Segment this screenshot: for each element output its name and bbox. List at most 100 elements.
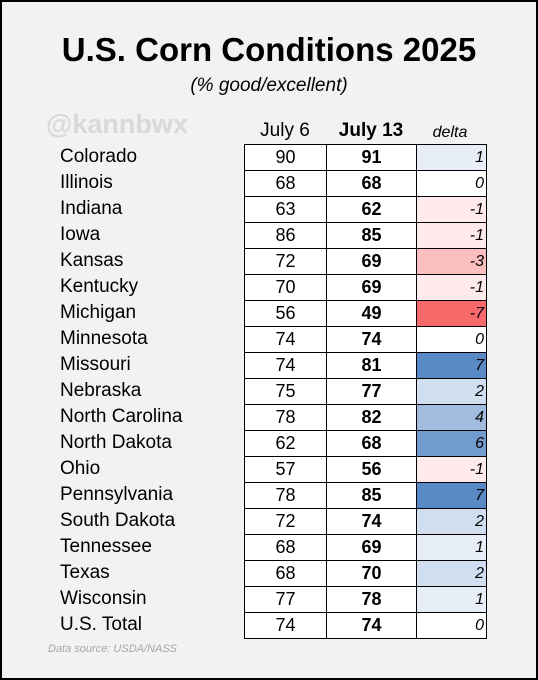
state-label: Kansas <box>60 250 124 271</box>
delta-value-cell: -3 <box>416 248 487 275</box>
chart-title: U.S. Corn Conditions 2025 <box>61 31 477 68</box>
july6-value-cell: 63 <box>244 196 327 223</box>
delta-value-cell: -1 <box>416 196 487 223</box>
table-row: 74 81 7 <box>244 352 487 379</box>
state-label: Texas <box>60 562 110 583</box>
july13-value-cell: 62 <box>326 196 417 223</box>
delta-value-cell: 2 <box>416 508 487 535</box>
july13-value-cell: 91 <box>326 144 417 171</box>
july13-value-cell: 81 <box>326 352 417 379</box>
table-row: 74 74 0 <box>244 612 487 639</box>
july6-value-cell: 90 <box>244 144 327 171</box>
july6-value-cell: 74 <box>244 326 327 353</box>
table-row: 62 68 6 <box>244 430 487 457</box>
july6-value-cell: 72 <box>244 508 327 535</box>
state-label: Nebraska <box>60 380 142 401</box>
delta-value-cell: 0 <box>416 612 487 639</box>
conditions-table: 90 91 1 68 68 0 63 62 -1 86 85 -1 72 69 -3 70 69 -1 56 49 -7… <box>244 144 487 639</box>
state-label: North Carolina <box>60 406 183 427</box>
july13-value-cell: 69 <box>326 534 417 561</box>
table-row: 78 82 4 <box>244 404 487 431</box>
state-label: U.S. Total <box>60 614 143 635</box>
table-row: 75 77 2 <box>244 378 487 405</box>
delta-value-cell: -7 <box>416 300 487 327</box>
july6-value-cell: 86 <box>244 222 327 249</box>
july13-value-cell: 82 <box>326 404 417 431</box>
delta-value-cell: -1 <box>416 222 487 249</box>
state-label-column: Colorado Illinois Indiana Iowa Kansas Kentuck… <box>60 144 244 638</box>
july6-value-cell: 62 <box>244 430 327 457</box>
column-header-july6: July 6 <box>260 120 310 141</box>
delta-value-cell: -1 <box>416 274 487 301</box>
watermark-handle: @kannbwx <box>46 109 188 139</box>
july6-value-cell: 70 <box>244 274 327 301</box>
state-label: Colorado <box>60 146 138 167</box>
column-header-delta: delta <box>432 124 468 141</box>
state-label: Indiana <box>60 198 123 219</box>
july6-value-cell: 56 <box>244 300 327 327</box>
july6-value-cell: 77 <box>244 586 327 613</box>
july13-value-cell: 74 <box>326 326 417 353</box>
july13-value-cell: 69 <box>326 274 417 301</box>
delta-value-cell: 0 <box>416 170 487 197</box>
table-row: 68 70 2 <box>244 560 487 587</box>
table-row: 86 85 -1 <box>244 222 487 249</box>
delta-value-cell: 2 <box>416 560 487 587</box>
column-header-july13: July 13 <box>338 120 404 141</box>
table-row: 56 49 -7 <box>244 300 487 327</box>
delta-value-cell: -1 <box>416 456 487 483</box>
july13-value-cell: 78 <box>326 586 417 613</box>
table-row: 78 85 7 <box>244 482 487 509</box>
state-label: Michigan <box>60 302 137 323</box>
delta-value-cell: 1 <box>416 534 487 561</box>
delta-value-cell: 0 <box>416 326 487 353</box>
july6-value-cell: 57 <box>244 456 327 483</box>
state-label: Wisconsin <box>60 588 147 609</box>
table-row: 70 69 -1 <box>244 274 487 301</box>
july6-value-cell: 74 <box>244 612 327 639</box>
table-row: 72 74 2 <box>244 508 487 535</box>
july13-value-cell: 74 <box>326 612 417 639</box>
july13-value-cell: 85 <box>326 482 417 509</box>
july13-value-cell: 85 <box>326 222 417 249</box>
table-row: 63 62 -1 <box>244 196 487 223</box>
chart-subtitle: (% good/excellent) <box>190 75 348 96</box>
table-row: 68 69 1 <box>244 534 487 561</box>
state-label: Illinois <box>60 172 113 193</box>
delta-value-cell: 2 <box>416 378 487 405</box>
july6-value-cell: 75 <box>244 378 327 405</box>
july13-value-cell: 49 <box>326 300 417 327</box>
state-label: Iowa <box>60 224 101 245</box>
july13-value-cell: 74 <box>326 508 417 535</box>
july13-value-cell: 69 <box>326 248 417 275</box>
state-label: Missouri <box>60 354 131 375</box>
state-label: Kentucky <box>60 276 139 297</box>
state-label: Minnesota <box>60 328 148 349</box>
july6-value-cell: 68 <box>244 534 327 561</box>
delta-value-cell: 7 <box>416 352 487 379</box>
table-row: 77 78 1 <box>244 586 487 613</box>
delta-value-cell: 7 <box>416 482 487 509</box>
july6-value-cell: 68 <box>244 560 327 587</box>
state-label: Pennsylvania <box>60 484 174 505</box>
table-row: 74 74 0 <box>244 326 487 353</box>
state-label: South Dakota <box>60 510 176 531</box>
july6-value-cell: 78 <box>244 404 327 431</box>
table-row: 72 69 -3 <box>244 248 487 275</box>
july13-value-cell: 70 <box>326 560 417 587</box>
july13-value-cell: 77 <box>326 378 417 405</box>
state-label: Tennessee <box>60 536 152 557</box>
july6-value-cell: 72 <box>244 248 327 275</box>
state-label: Ohio <box>60 458 101 479</box>
july13-value-cell: 56 <box>326 456 417 483</box>
table-row: 68 68 0 <box>244 170 487 197</box>
delta-value-cell: 6 <box>416 430 487 457</box>
delta-value-cell: 1 <box>416 144 487 171</box>
july13-value-cell: 68 <box>326 430 417 457</box>
table-row: 90 91 1 <box>244 144 487 171</box>
delta-value-cell: 1 <box>416 586 487 613</box>
july13-value-cell: 68 <box>326 170 417 197</box>
july6-value-cell: 68 <box>244 170 327 197</box>
july6-value-cell: 74 <box>244 352 327 379</box>
data-source-note: Data source: USDA/NASS <box>48 643 177 655</box>
